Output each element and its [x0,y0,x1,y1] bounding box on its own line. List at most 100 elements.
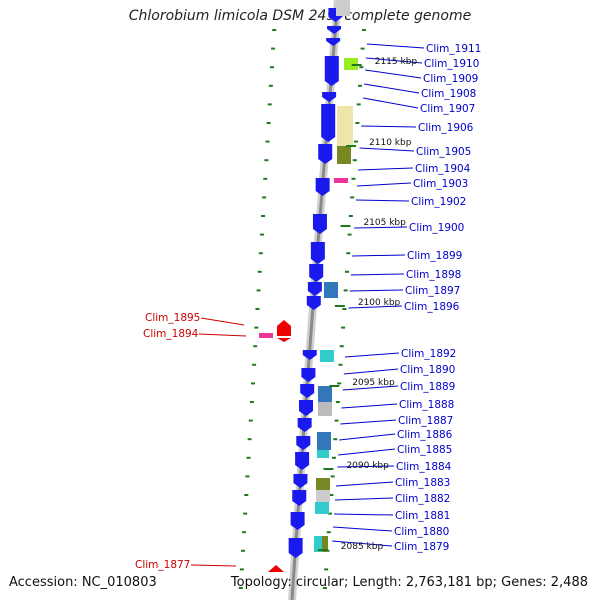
leader-line [334,513,394,516]
gene-feature-box [318,386,332,402]
label-leader-lines [190,43,425,567]
leader-line [344,352,400,358]
gene-label-reverse: Clim_1909 [423,73,478,85]
gene-reverse-arrow [296,436,311,450]
gene-label-reverse: Clim_1890 [400,364,455,376]
gene-label-reverse: Clim_1888 [399,399,454,411]
gene-reverse-arrow [302,350,317,360]
scale-label: 2115 kbp [375,57,418,67]
map-title: Chlorobium limicola DSM 245, complete ge… [128,8,472,24]
gene-label-forward: Clim_1894 [143,328,199,340]
leader-line [200,317,245,326]
gene-label-reverse: Clim_1906 [418,122,474,134]
scale-labels: 2115 kbp 2110 kbp 2105 kbp 2100 kbp 2095 kbp… [317,57,418,552]
gene-reverse-arrow [292,490,307,506]
gene-label-reverse: Clim_1881 [395,510,450,522]
gene-feature-box [320,350,334,362]
gene-label-reverse: Clim_1889 [400,381,455,393]
gene-label-reverse: Clim_1897 [405,285,460,297]
leader-line [337,465,395,468]
gene-labels: Clim_1911 Clim_1910 Clim_1909 Clim_1908 Clim… [135,43,481,571]
leader-line [333,526,393,532]
gene-label-reverse: Clim_1903 [413,178,468,190]
gene-reverse-arrow [312,214,327,234]
gene-label-reverse: Clim_1887 [398,415,453,427]
gene-reverse-arrow [309,264,324,282]
leader-line [348,305,403,309]
gene-feature-box [317,432,331,450]
leader-line [343,368,399,375]
scale-label: 2110 kbp [369,138,412,148]
leader-line [332,540,393,547]
leader-line [355,199,410,202]
gene-features [259,0,358,572]
leader-line [350,273,405,276]
gene-label-reverse: Clim_1899 [407,250,462,262]
gene-reverse-arrow [299,400,313,416]
gene-label-reverse: Clim_1896 [404,301,460,313]
gene-label-reverse: Clim_1886 [397,429,453,441]
gene-reverse-arrow [315,178,330,196]
gene-forward-arrow [268,565,284,572]
leader-line [335,481,394,487]
leader-line [349,289,404,292]
gene-reverse-arrow [295,452,310,470]
gene-label-reverse: Clim_1900 [409,222,464,234]
leader-line [341,403,398,409]
gene-label-reverse: Clim_1882 [395,493,450,505]
gene-label-forward: Clim_1877 [135,559,190,571]
leader-line [364,83,420,94]
gene-reverse-arrow [327,26,342,34]
gene-feature-box [324,282,338,298]
gene-feature-box [337,146,351,164]
gene-reverse-arrow [297,418,312,432]
gene-forward-arrow [277,320,291,336]
gene-reverse-arrow [306,296,321,310]
gene-feature-box [334,178,348,183]
gene-feature-box [318,402,332,416]
leader-line [190,564,237,567]
gene-feature-box [259,333,273,338]
gene-feature-box [322,536,328,552]
gene-reverse-arrow [290,512,305,530]
gene-label-reverse: Clim_1885 [397,444,452,456]
leader-line [356,182,412,187]
gene-feature-box [337,106,353,146]
gene-label-reverse: Clim_1908 [421,88,476,100]
gene-reverse-arrow [326,38,341,46]
gene-reverse-arrow [321,104,336,142]
leader-line [358,167,414,171]
leader-line [334,497,394,501]
scale-label: 2100 kbp [358,298,401,308]
scale-label: 2085 kbp [341,542,384,552]
gene-reverse-arrow [322,92,337,102]
scale-label: 2105 kbp [363,218,406,228]
gene-feature-box [315,502,329,514]
gene-feature-box [317,450,329,458]
gene-reverse-arrow [318,144,333,164]
gene-label-reverse: Clim_1898 [406,269,461,281]
leader-line [339,433,396,441]
gene-forward-arrow [277,338,291,342]
leader-line [361,125,417,128]
leader-line [198,333,247,337]
gene-label-reverse: Clim_1911 [426,43,481,55]
gene-label-reverse: Clim_1879 [394,541,449,553]
gene-label-reverse: Clim_1884 [396,461,452,473]
tick-marks-inner [238,29,277,589]
leader-line [365,69,422,79]
gene-feature-box [344,58,358,70]
leader-line [363,97,419,109]
gene-reverse-arrow [307,282,322,296]
gene-reverse-arrow [293,474,308,488]
gene-label-forward: Clim_1895 [145,312,200,324]
gene-reverse-arrow [310,242,325,264]
leader-line [366,43,425,49]
leader-line [352,254,406,257]
gene-reverse-arrow [301,368,316,382]
gene-label-reverse: Clim_1905 [416,146,471,158]
accession-text: Accession: NC_010803 [9,575,157,590]
topology-summary: Topology: circular; Length: 2,763,181 bp… [230,575,588,590]
gene-reverse-arrow [288,538,303,558]
